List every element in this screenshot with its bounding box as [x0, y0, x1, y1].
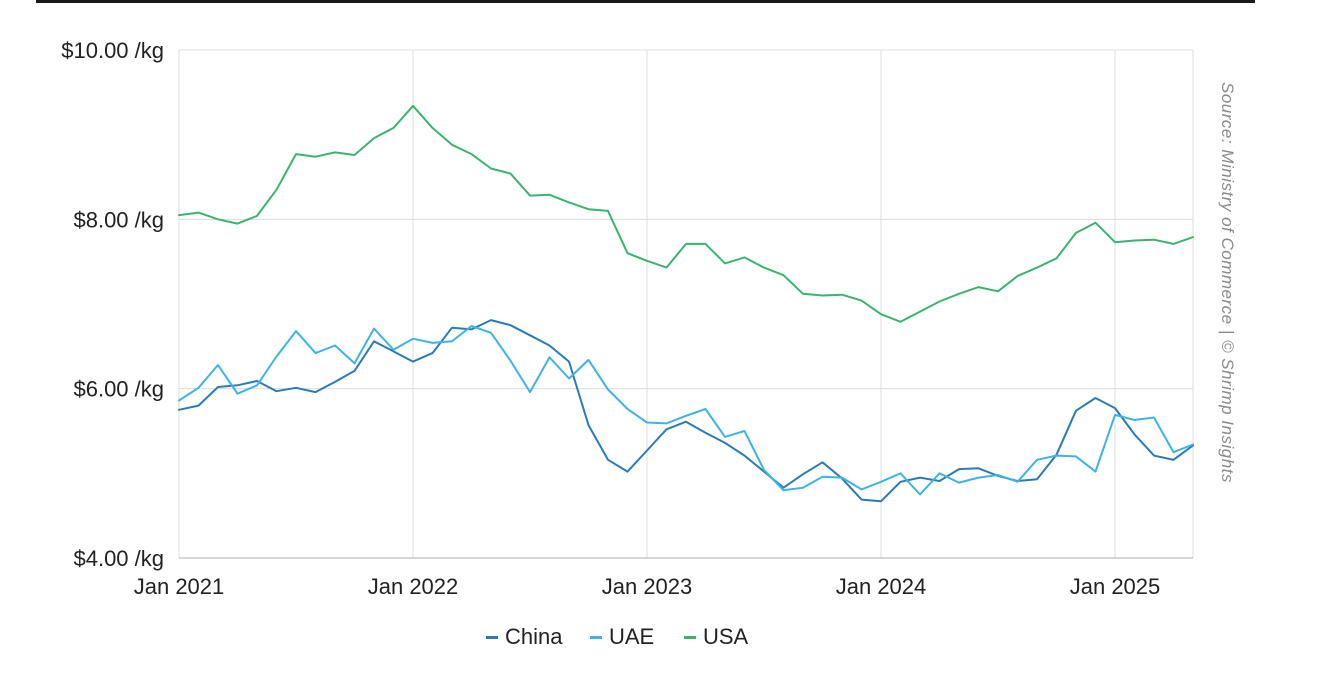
y-tick-label: $10.00 /kg [61, 38, 164, 63]
x-tick-label: Jan 2023 [602, 574, 693, 599]
legend-swatch-uae [590, 635, 602, 639]
grid-lines [178, 49, 1194, 559]
y-tick-label: $6.00 /kg [73, 377, 164, 402]
x-axis-ticks: Jan 2021 Jan 2022 Jan 2023 Jan 2024 Jan 2025 [134, 574, 1161, 599]
legend-label-uae: UAE [609, 624, 655, 649]
x-tick-label: Jan 2022 [368, 574, 459, 599]
x-tick-label: Jan 2024 [836, 574, 927, 599]
legend-label-usa: USA [703, 624, 749, 649]
y-axis-ticks: $4.00 /kg $6.00 /kg $8.00 /kg $10.00 /kg [61, 38, 164, 571]
legend-swatch-usa [684, 635, 696, 639]
legend-item-china[interactable]: China [486, 624, 562, 650]
y-tick-label: $8.00 /kg [73, 207, 164, 232]
legend-label-china: China [505, 624, 563, 649]
legend-item-uae[interactable]: UAE [590, 624, 654, 650]
legend-swatch-china [486, 635, 498, 639]
series-lines [178, 104, 1194, 503]
y-tick-label: $4.00 /kg [73, 546, 164, 571]
x-tick-label: Jan 2025 [1070, 574, 1161, 599]
series-line-china [178, 319, 1194, 503]
series-line-uae [178, 325, 1194, 496]
source-note: Source: Ministry of Commerce | © Shrimp … [1218, 82, 1237, 483]
legend-item-usa[interactable]: USA [684, 624, 748, 650]
x-tick-label: Jan 2021 [134, 574, 225, 599]
series-line-usa [178, 104, 1194, 323]
top-rule [36, 0, 1255, 3]
